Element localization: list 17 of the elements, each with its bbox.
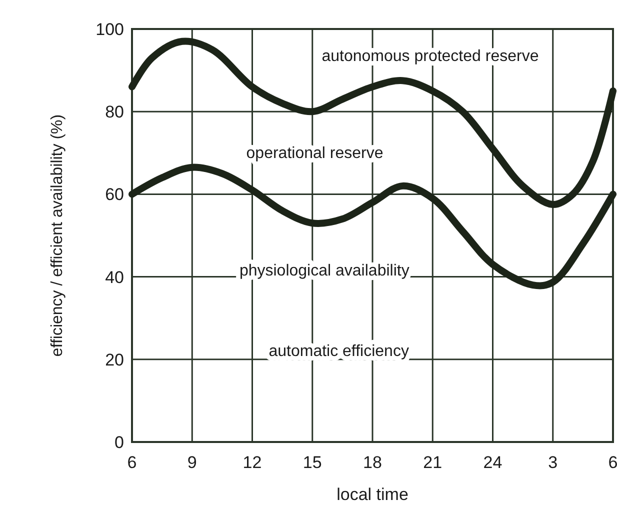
x-tick-label: 15: [302, 453, 322, 472]
x-tick-label: 9: [187, 453, 197, 472]
x-tick-label: 18: [363, 453, 382, 472]
y-tick-label: 60: [105, 185, 124, 204]
x-tick-label: 3: [548, 453, 558, 472]
y-tick-label: 40: [105, 268, 124, 287]
x-tick-label: 6: [127, 453, 137, 472]
x-tick-label: 6: [608, 453, 617, 472]
y-axis-title: efficiency / efficient availability (%): [49, 114, 66, 357]
y-tick-label: 80: [105, 102, 124, 122]
y-tick-label: 20: [105, 350, 124, 370]
x-axis-title: local time: [336, 485, 408, 504]
y-tick-label: 100: [96, 20, 124, 39]
y-tick-label: 0: [114, 433, 124, 452]
x-tick-label: 12: [242, 453, 262, 472]
x-tick-label: 24: [483, 453, 502, 472]
x-tick-label: 21: [423, 453, 442, 472]
